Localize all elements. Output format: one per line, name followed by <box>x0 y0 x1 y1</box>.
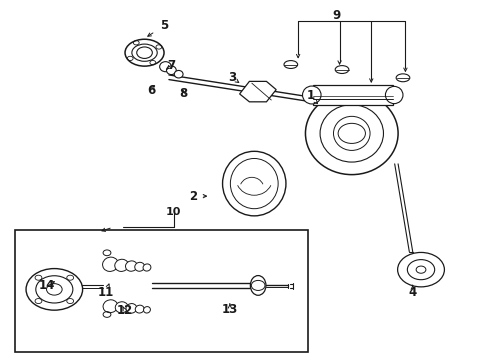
Ellipse shape <box>126 303 137 313</box>
Text: 3: 3 <box>228 71 236 84</box>
Ellipse shape <box>115 259 128 271</box>
Ellipse shape <box>284 60 297 68</box>
Ellipse shape <box>166 66 176 75</box>
Ellipse shape <box>174 71 183 78</box>
Text: 9: 9 <box>332 9 340 22</box>
Ellipse shape <box>305 92 397 175</box>
Text: 8: 8 <box>179 87 187 100</box>
Ellipse shape <box>250 275 265 295</box>
Ellipse shape <box>125 39 163 66</box>
Ellipse shape <box>395 74 409 82</box>
Circle shape <box>26 269 82 310</box>
Ellipse shape <box>159 62 171 72</box>
Text: 10: 10 <box>166 207 181 217</box>
Ellipse shape <box>334 66 348 73</box>
Text: 14: 14 <box>39 279 55 292</box>
Bar <box>15 230 307 352</box>
Text: 13: 13 <box>221 303 238 316</box>
Text: 4: 4 <box>408 287 416 300</box>
Ellipse shape <box>302 86 321 104</box>
Text: 11: 11 <box>97 287 113 300</box>
Ellipse shape <box>143 307 150 313</box>
Text: 2: 2 <box>189 190 197 203</box>
Ellipse shape <box>103 300 118 313</box>
Bar <box>312 85 392 105</box>
Text: 12: 12 <box>117 305 133 318</box>
Polygon shape <box>239 81 276 102</box>
Ellipse shape <box>135 262 144 271</box>
Text: 5: 5 <box>160 19 168 32</box>
Text: 7: 7 <box>167 59 175 72</box>
Circle shape <box>397 252 444 287</box>
Ellipse shape <box>385 86 402 104</box>
Text: 6: 6 <box>147 84 156 97</box>
Ellipse shape <box>135 305 144 313</box>
Ellipse shape <box>102 257 118 271</box>
Ellipse shape <box>222 151 285 216</box>
Ellipse shape <box>125 261 137 271</box>
Text: 1: 1 <box>305 89 314 102</box>
Ellipse shape <box>143 264 151 271</box>
Ellipse shape <box>115 302 128 313</box>
